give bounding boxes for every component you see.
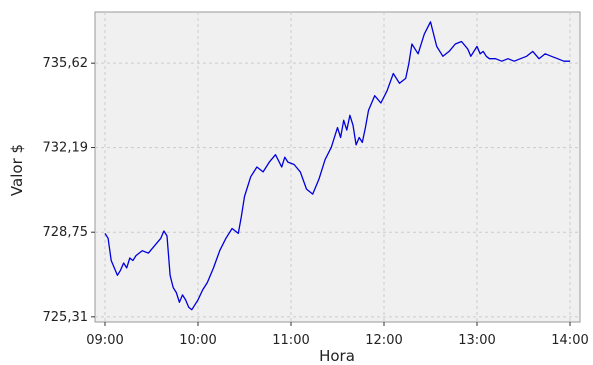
y-tick-label: 732,19 xyxy=(43,141,89,156)
y-tick-label: 735,62 xyxy=(43,56,89,71)
x-tick-label: 13:00 xyxy=(458,333,495,348)
y-tick-label: 728,75 xyxy=(43,225,89,240)
y-axis: 725,31 728,75 732,19 735,62 xyxy=(43,56,95,325)
x-tick-label: 12:00 xyxy=(365,333,402,348)
x-tick-label: 11:00 xyxy=(272,333,309,348)
x-tick-label: 10:00 xyxy=(179,333,216,348)
grid-lines xyxy=(95,12,580,322)
y-tick-label: 725,31 xyxy=(43,310,89,325)
series-line xyxy=(104,21,570,311)
x-axis: 09:00 10:00 11:00 12:00 13:00 14:00 xyxy=(86,322,589,348)
x-tick-label: 14:00 xyxy=(551,333,588,348)
x-tick-label: 09:00 xyxy=(86,333,123,348)
x-axis-title: Hora xyxy=(319,347,355,365)
y-axis-title: Valor $ xyxy=(8,144,26,196)
